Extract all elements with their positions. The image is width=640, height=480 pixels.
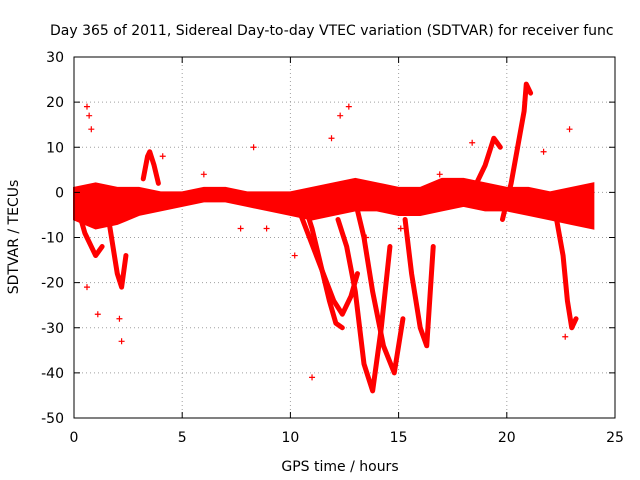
- outlier-point: [86, 112, 93, 119]
- outlier-point: [250, 144, 257, 151]
- x-tick-label: 10: [281, 430, 299, 446]
- outlier-point: [436, 171, 443, 178]
- outlier-point: [94, 311, 101, 318]
- outlier-point: [118, 338, 125, 345]
- outlier-point: [540, 148, 547, 155]
- series-arc-d: [296, 207, 360, 317]
- outlier-point: [397, 225, 404, 232]
- series-arc-e: [300, 198, 345, 331]
- outlier-point: [263, 225, 270, 232]
- outlier-point: [566, 126, 573, 133]
- y-tick-label: -50: [41, 411, 64, 427]
- y-tick-label: -30: [41, 321, 64, 337]
- grid: [74, 57, 615, 418]
- x-tick-label: 20: [498, 430, 516, 446]
- outlier-point: [562, 333, 569, 340]
- y-tick-label: 10: [46, 140, 64, 156]
- outlier-point: [345, 103, 352, 110]
- outlier-point: [363, 234, 370, 241]
- x-tick-label: 15: [390, 430, 408, 446]
- y-tick-label: 30: [46, 50, 64, 66]
- y-tick-label: -40: [41, 366, 64, 382]
- y-tick-label: 0: [55, 185, 64, 201]
- outlier-point: [328, 135, 335, 142]
- series-arc-h: [402, 216, 436, 349]
- series-arc-j: [554, 216, 579, 331]
- outlier-point: [83, 103, 90, 110]
- data-points: [73, 81, 595, 394]
- series-arc-c: [140, 149, 161, 186]
- y-tick-label: 20: [46, 95, 64, 111]
- outlier-point: [337, 112, 344, 119]
- outlier-point: [237, 225, 244, 232]
- x-tick-label: 0: [70, 430, 79, 446]
- y-tick-label: -20: [41, 276, 64, 292]
- outlier-point: [159, 153, 166, 160]
- chart-title: Day 365 of 2011, Sidereal Day-to-day VTE…: [50, 23, 614, 39]
- x-tick-label: 25: [606, 430, 624, 446]
- x-tick-label: 5: [178, 430, 187, 446]
- outlier-point: [469, 139, 476, 146]
- outlier-point: [83, 284, 90, 291]
- series-arc-b: [106, 216, 129, 290]
- outlier-point: [309, 374, 316, 381]
- x-axis-label: GPS time / hours: [281, 459, 398, 475]
- outlier-point: [200, 171, 207, 178]
- dense-band: [73, 177, 595, 230]
- series-arc-a: [75, 207, 105, 259]
- ticks: 0 5 10 15 20 25 -50 -40 -30 -20 -10 0 10 20 30: [41, 50, 624, 446]
- y-axis-label: SDTVAR / TECUs: [6, 180, 22, 295]
- y-tick-label: -10: [41, 231, 64, 247]
- series-arc-k: [474, 135, 503, 186]
- outlier-point: [88, 126, 95, 133]
- outlier-point: [291, 252, 298, 259]
- outlier-point: [116, 315, 123, 322]
- series-arc-i: [499, 81, 534, 222]
- series-arc-g: [352, 198, 406, 376]
